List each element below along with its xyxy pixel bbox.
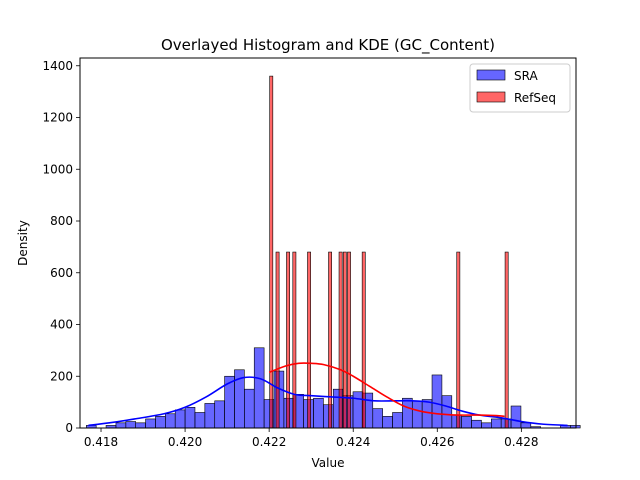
y-tick-label: 1400 <box>42 59 73 73</box>
x-tick-label: 0.420 <box>168 435 202 449</box>
sra-bar <box>372 408 383 429</box>
x-tick-label: 0.426 <box>420 435 454 449</box>
sra-bar <box>313 397 324 429</box>
refseq-bar <box>338 251 343 429</box>
kde-lines <box>88 362 568 427</box>
x-tick-label: 0.418 <box>84 435 118 449</box>
y-tick-label: 800 <box>50 214 73 228</box>
legend-swatch-refseq <box>476 91 506 103</box>
sra-bar <box>204 403 216 429</box>
sra-bar <box>145 418 156 429</box>
sra-bar <box>244 388 255 429</box>
sra-bar <box>253 347 265 429</box>
sra-bar <box>431 374 443 429</box>
sra-bar <box>481 422 492 429</box>
sra-bar <box>174 409 186 429</box>
sra-bar <box>392 412 403 429</box>
sra-bar <box>352 391 364 429</box>
sra-bar <box>411 400 423 429</box>
x-axis-ticks: 0.418 0.420 0.422 0.424 0.426 0.428 <box>84 428 539 449</box>
sra-bar <box>441 395 453 429</box>
legend-label-refseq: RefSeq <box>514 91 556 105</box>
sra-bar <box>471 419 482 429</box>
y-tick-label: 600 <box>50 266 73 280</box>
refseq-bar <box>456 251 461 429</box>
sra-bar <box>382 416 393 429</box>
x-axis-label: Value <box>312 456 345 470</box>
refseq-bar <box>347 251 351 429</box>
y-tick-label: 1200 <box>42 111 73 125</box>
refseq-bar <box>361 251 366 429</box>
x-tick-label: 0.428 <box>504 435 538 449</box>
x-tick-label: 0.424 <box>336 435 370 449</box>
refseq-bar <box>504 251 509 429</box>
sra-bar <box>184 407 196 429</box>
x-tick-label: 0.422 <box>252 435 286 449</box>
legend: SRA RefSeq <box>469 63 571 113</box>
refseq-bar <box>286 251 290 429</box>
sra-bar <box>402 397 413 429</box>
sra-bar <box>491 418 502 429</box>
legend-swatch-sra <box>476 69 506 81</box>
legend-label-sra: SRA <box>514 69 538 83</box>
sra-bar <box>461 416 472 429</box>
y-axis-label: Density <box>16 220 30 266</box>
refseq-bar <box>328 251 332 429</box>
y-tick-label: 0 <box>65 421 73 435</box>
sra-bar <box>165 413 176 429</box>
sra-bar <box>125 421 136 429</box>
y-axis-ticks: 0 200 400 600 800 1000 1200 1400 <box>42 59 80 435</box>
refseq-bar <box>342 251 347 429</box>
y-tick-label: 1000 <box>42 162 73 176</box>
sra-bar <box>510 405 522 429</box>
sra-bar <box>520 422 532 429</box>
sra-bar <box>194 412 206 429</box>
sra-bar <box>135 422 146 429</box>
y-tick-label: 200 <box>50 369 73 383</box>
sra-bar <box>155 416 166 429</box>
sra-bar <box>115 422 127 429</box>
refseq-bar <box>269 75 274 429</box>
refseq-bar <box>292 251 297 429</box>
refseq-bars <box>269 75 509 429</box>
refseq-kde-line <box>268 362 505 418</box>
y-tick-label: 400 <box>50 318 73 332</box>
sra-bar <box>214 400 225 429</box>
refseq-bar <box>275 251 280 429</box>
refseq-bar <box>307 251 311 429</box>
chart-title: Overlayed Histogram and KDE (GC_Content) <box>161 36 495 55</box>
plot-frame <box>79 57 577 429</box>
